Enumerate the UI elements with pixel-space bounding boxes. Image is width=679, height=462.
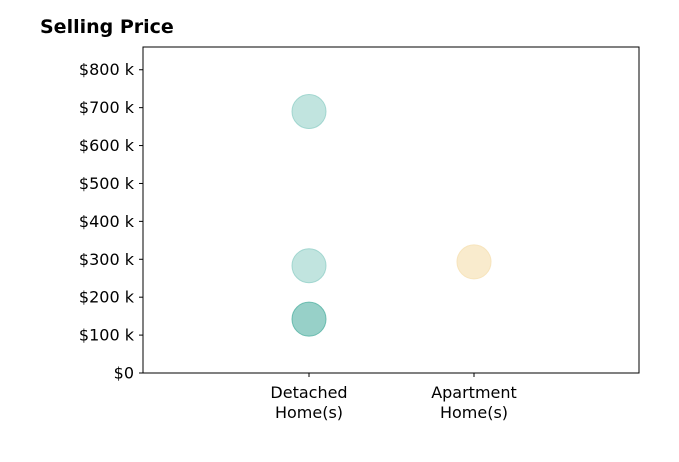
- y-axis: $0 $100 k $200 k $300 k $400 k $500 k $600 k $7…: [79, 60, 143, 383]
- x-tick-label: Apartment Home(s): [431, 383, 517, 422]
- y-tick-label: $800 k: [79, 60, 135, 79]
- y-tick-label: $0: [114, 364, 134, 383]
- y-tick-label: $100 k: [79, 326, 135, 345]
- y-tick-label: $400 k: [79, 212, 135, 231]
- y-tick-label: $200 k: [79, 288, 135, 307]
- y-tick-label: $700 k: [79, 98, 135, 117]
- data-point: [291, 301, 327, 337]
- y-tick-label: $600 k: [79, 136, 135, 155]
- x-tick-label: Detached Home(s): [270, 383, 347, 422]
- data-point: [456, 244, 492, 280]
- y-tick-label: $300 k: [79, 250, 135, 269]
- plot-frame: [142, 46, 640, 374]
- x-axis: Detached Home(s) Apartment Home(s): [270, 373, 517, 422]
- data-point: [291, 248, 327, 284]
- points-layer: [291, 93, 492, 337]
- data-point: [291, 93, 327, 129]
- y-tick-label: $500 k: [79, 174, 135, 193]
- chart-title: Selling Price: [40, 16, 174, 38]
